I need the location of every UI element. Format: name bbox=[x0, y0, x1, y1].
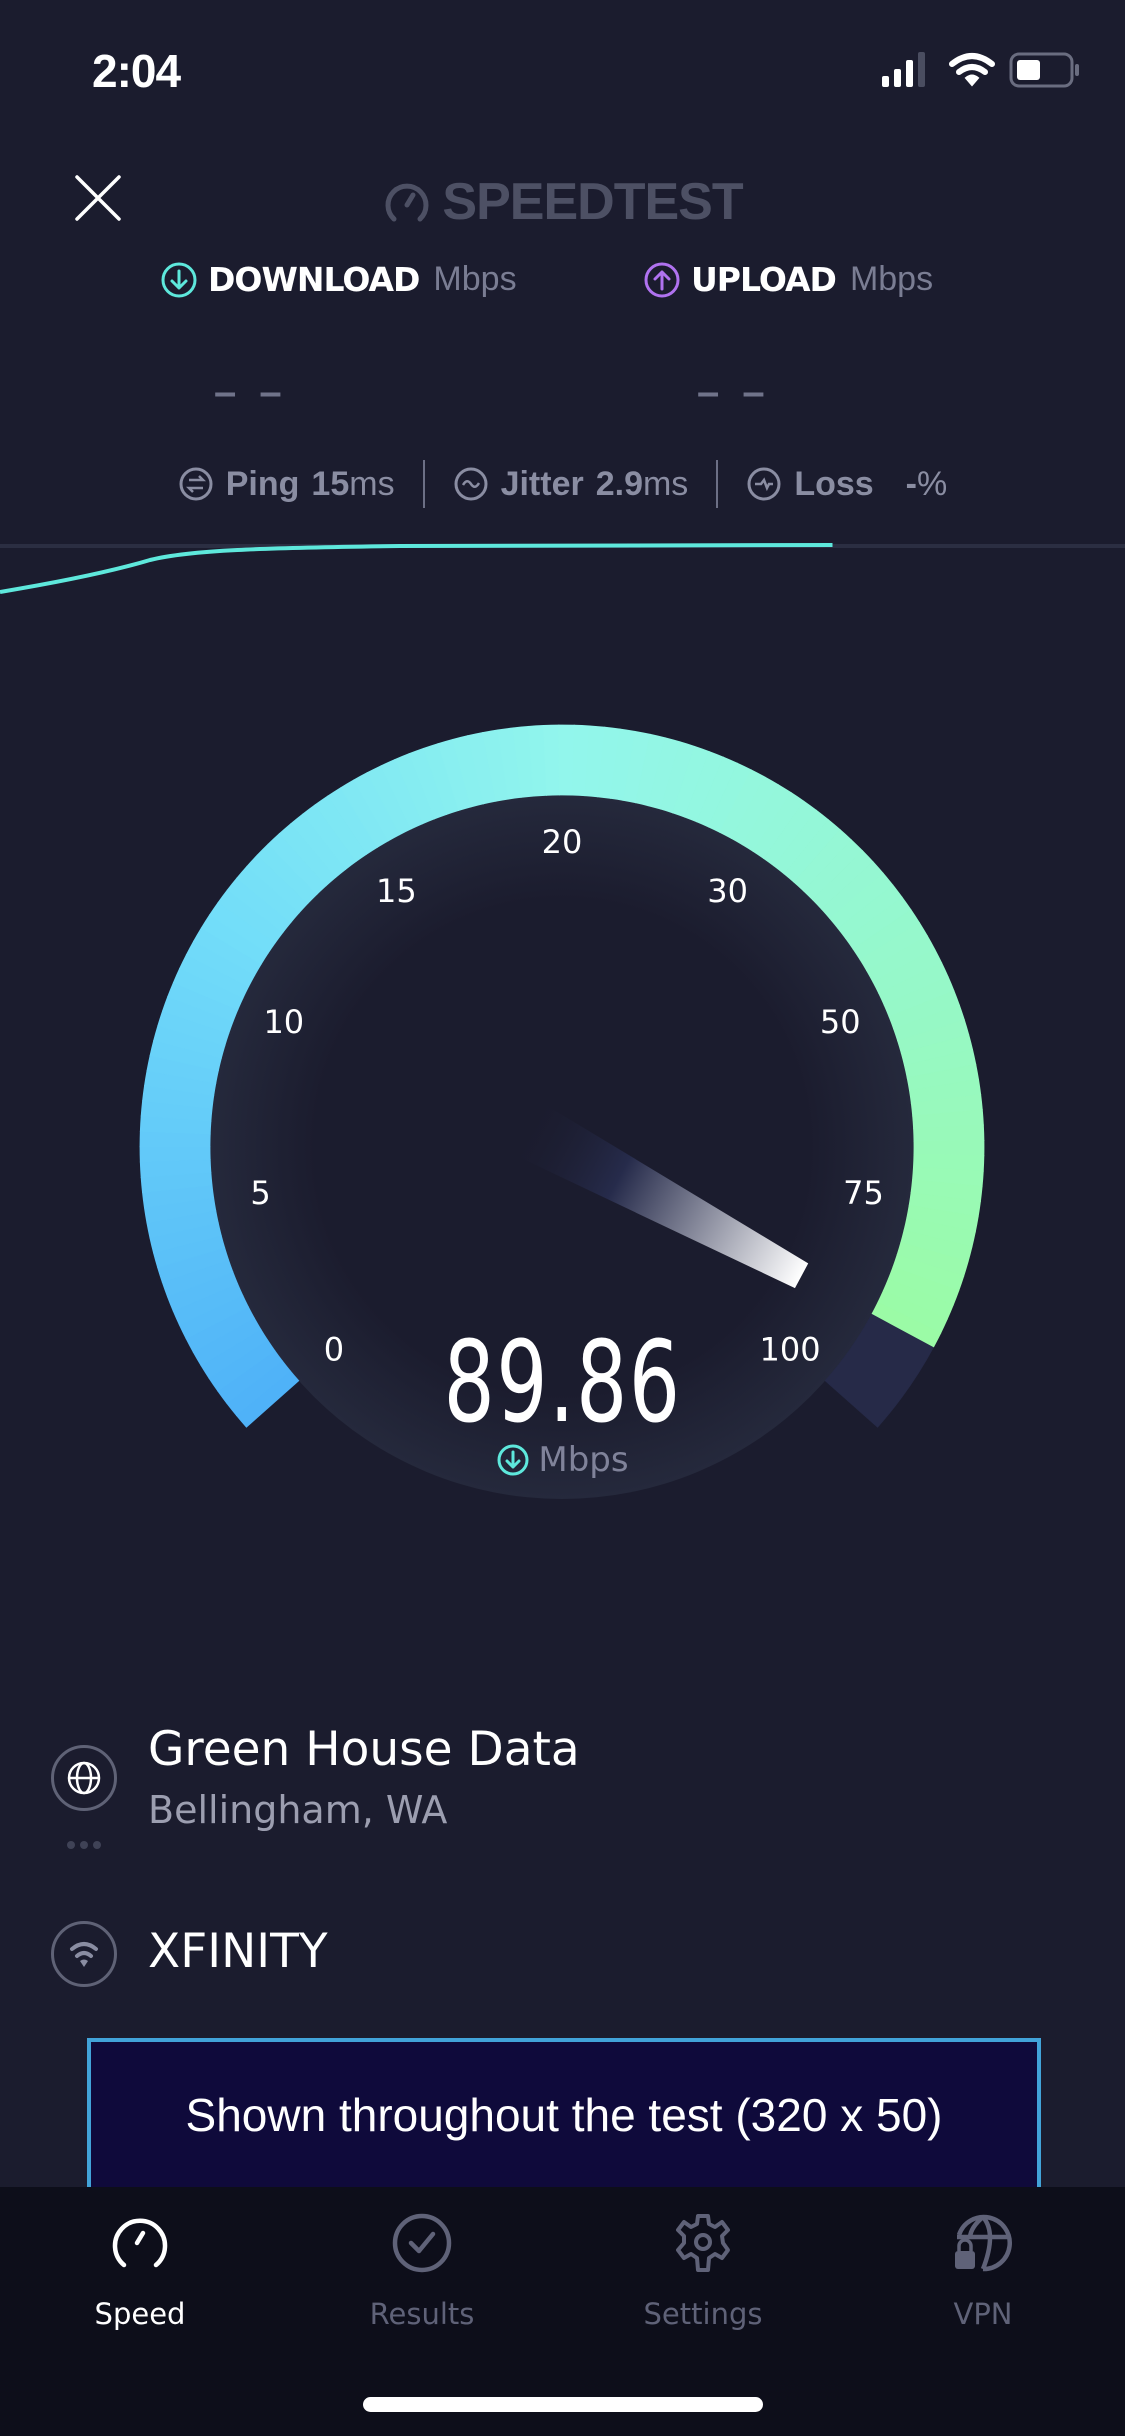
gauge-arc-track bbox=[824, 1313, 935, 1428]
jitter-stat: Jitter 2.9ms bbox=[425, 465, 717, 504]
battery-icon bbox=[1009, 52, 1079, 88]
speed-gauge: 0 5 10 15 20 30 50 75 100 bbox=[139, 724, 985, 1499]
status-time: 2:04 bbox=[92, 45, 181, 97]
gauge-arc-fill-segment bbox=[139, 1146, 211, 1163]
check-circle-icon bbox=[392, 2213, 452, 2273]
loss-stat: Loss -% bbox=[718, 465, 975, 504]
speedtest-logo: SPEEDTEST bbox=[0, 172, 1125, 232]
isp-name: XFINITY bbox=[148, 1924, 328, 1979]
gauge-scale-label: 5 bbox=[250, 1174, 270, 1212]
download-value: – – bbox=[214, 370, 288, 414]
ping-stat: Ping 15ms bbox=[150, 465, 423, 504]
tab-bar: Speed Results Settings VPN bbox=[0, 2187, 1125, 2436]
ping-value: 15ms bbox=[311, 464, 395, 503]
gauge-scale-label: 10 bbox=[263, 1003, 304, 1041]
gauge-scale-label: 0 bbox=[324, 1330, 344, 1368]
globe-icon bbox=[67, 1761, 101, 1795]
divider bbox=[422, 460, 425, 508]
speedometer-logo-icon bbox=[385, 183, 429, 222]
download-label: DOWNLOAD Mbps bbox=[160, 260, 517, 299]
packet-loss-icon bbox=[747, 467, 781, 501]
tab-results[interactable]: Results bbox=[312, 2213, 532, 2331]
home-indicator[interactable] bbox=[363, 2397, 763, 2412]
gear-icon bbox=[676, 2214, 730, 2272]
gauge-scale-label: 50 bbox=[820, 1003, 861, 1041]
gauge-scale-label: 100 bbox=[760, 1330, 821, 1368]
tab-settings[interactable]: Settings bbox=[593, 2213, 813, 2331]
ping-icon bbox=[179, 467, 213, 501]
gauge-arc-fill-segment bbox=[913, 1140, 985, 1157]
status-icons bbox=[882, 52, 1079, 88]
upload-arrow-icon bbox=[644, 262, 680, 297]
graph-line bbox=[0, 543, 833, 594]
close-icon[interactable] bbox=[74, 174, 122, 222]
gauge-scale-label: 75 bbox=[843, 1174, 884, 1212]
gauge-arc-fill-segment bbox=[543, 724, 560, 796]
speedometer-icon bbox=[112, 2218, 168, 2268]
tab-vpn[interactable]: VPN bbox=[873, 2213, 1093, 2331]
current-speed: 89.86 bbox=[443, 1318, 682, 1448]
globe-lock-icon bbox=[955, 2214, 1012, 2272]
server-name[interactable]: Green House Data bbox=[148, 1722, 580, 1777]
change-server-button[interactable] bbox=[51, 1745, 117, 1811]
tab-speed[interactable]: Speed bbox=[30, 2213, 250, 2331]
gauge-arc bbox=[139, 724, 985, 1428]
divider bbox=[716, 460, 719, 508]
ad-banner[interactable]: Shown throughout the test (320 x 50) bbox=[87, 2038, 1041, 2188]
jitter-value: 2.9ms bbox=[595, 464, 689, 503]
upload-value: – – bbox=[697, 370, 771, 414]
gauge-arc-fill-segment bbox=[871, 1301, 942, 1348]
more-dots-icon bbox=[67, 1841, 101, 1849]
download-arrow-icon bbox=[497, 1444, 529, 1476]
gauge-scale-label: 20 bbox=[542, 823, 583, 861]
gauge-scale-label: 30 bbox=[707, 872, 748, 910]
gauge-arc-fill-segment bbox=[558, 724, 575, 796]
upload-label: UPLOAD Mbps bbox=[643, 260, 933, 299]
current-speed-unit: Mbps bbox=[0, 1440, 1125, 1480]
loss-value: -% bbox=[905, 464, 948, 503]
isp-icon-circle bbox=[51, 1921, 117, 1987]
latency-stats: Ping 15ms Jitter 2.9ms Loss -% bbox=[0, 460, 1125, 508]
wifi-icon bbox=[949, 53, 995, 87]
cellular-signal-icon bbox=[882, 52, 925, 87]
download-arrow-icon bbox=[161, 262, 197, 297]
gauge-scale-labels: 0 5 10 15 20 30 50 75 100 bbox=[250, 823, 884, 1368]
gauge-needle bbox=[506, 1098, 809, 1289]
speed-graph bbox=[0, 543, 1125, 594]
jitter-icon bbox=[454, 467, 488, 501]
gauge-scale-label: 15 bbox=[376, 872, 417, 910]
server-location: Bellingham, WA bbox=[148, 1788, 448, 1832]
wifi-icon bbox=[70, 1942, 98, 1967]
